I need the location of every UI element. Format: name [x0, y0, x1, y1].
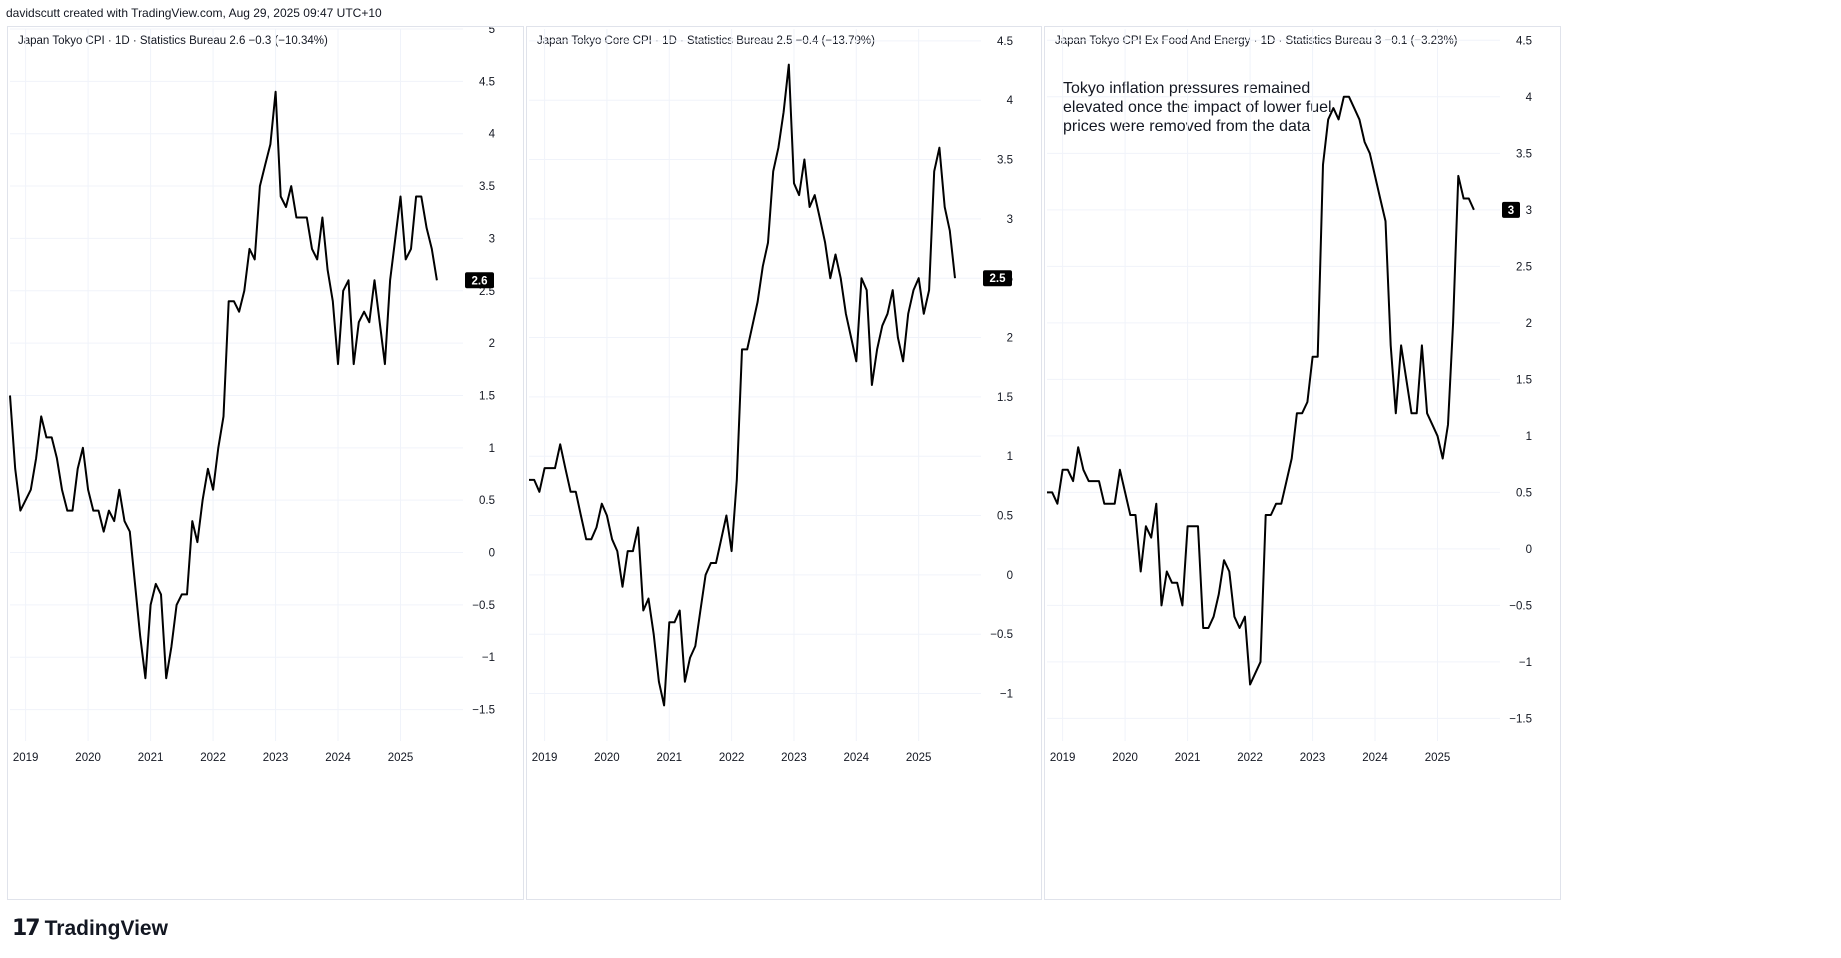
y-tick-label: 1 [489, 443, 495, 455]
y-tick-label: 3 [489, 233, 495, 245]
last-value-badge [1502, 201, 1520, 218]
x-tick-label: 2025 [906, 752, 932, 764]
last-value-badge [983, 270, 1012, 287]
tradingview-logo[interactable]: 17 TradingView [12, 916, 168, 941]
y-tick-label: 0.5 [479, 495, 495, 507]
y-tick-label: −0.5 [1509, 600, 1532, 612]
y-tick-label: 3.5 [1516, 148, 1532, 160]
x-tick-label: 2019 [532, 752, 558, 764]
y-tick-label: 2 [1526, 318, 1532, 330]
y-tick-label: 1 [1007, 451, 1013, 463]
y-tick-label: 3.5 [997, 155, 1013, 167]
chart-panel-tokyo-cpi[interactable]: Japan Tokyo CPI · 1D · Statistics Bureau… [7, 26, 524, 900]
y-tick-label: 1.5 [997, 392, 1013, 404]
chart-panel-tokyo-core-cpi[interactable]: Japan Tokyo Core CPI · 1D · Statistics B… [526, 26, 1042, 900]
y-tick-label: 4.5 [997, 36, 1013, 48]
last-value-label: 3 [1508, 205, 1514, 217]
chart-title: Japan Tokyo CPI · 1D · Statistics Bureau… [18, 35, 328, 47]
x-tick-label: 2024 [844, 752, 870, 764]
x-tick-label: 2022 [719, 752, 745, 764]
tradingview-logo-icon: 17 [12, 916, 41, 941]
y-tick-label: 1 [1526, 431, 1532, 443]
y-tick-label: 4 [1007, 95, 1014, 107]
chart-svg: 2019 2020 2021 2022 2023 2024 2025 5 4.5 4 3.5 3 2.5… [9, 27, 496, 764]
x-tick-label: 2024 [325, 752, 351, 764]
y-tick-label: 3.5 [479, 181, 495, 193]
last-value-label: 2.6 [472, 275, 488, 287]
chart-panel-tokyo-cpi-ex-food-energy[interactable]: Japan Tokyo CPI Ex Food And Energy · 1D … [1044, 26, 1561, 900]
x-tick-label: 2020 [594, 752, 620, 764]
x-tick-label: 2022 [1237, 752, 1263, 764]
y-tick-label: 4.5 [479, 76, 495, 88]
y-tick-label: 2.5 [479, 286, 495, 298]
y-tick-label: −1.5 [1509, 713, 1532, 725]
last-value-badge [465, 272, 494, 289]
header-credit: davidscutt created with TradingView.com,… [6, 6, 382, 20]
y-tick-label: −0.5 [990, 629, 1013, 641]
y-tick-label: 1.5 [479, 390, 495, 402]
series-line [529, 63, 956, 707]
y-tick-label: 2 [489, 338, 495, 350]
y-tick-label: −1 [1519, 657, 1532, 669]
series-line [9, 90, 438, 680]
y-tick-label: 0 [1526, 544, 1532, 556]
x-tick-label: 2023 [263, 752, 289, 764]
series-line [1047, 95, 1475, 686]
x-tick-label: 2023 [781, 752, 807, 764]
x-tick-label: 2020 [1112, 752, 1138, 764]
x-tick-label: 2025 [1425, 752, 1451, 764]
tradingview-brand: TradingView [44, 916, 168, 940]
y-tick-label: −1.5 [472, 705, 495, 717]
x-tick-label: 2020 [75, 752, 101, 764]
chart-title: Japan Tokyo CPI Ex Food And Energy · 1D … [1055, 35, 1458, 47]
x-tick-label: 2022 [200, 752, 226, 764]
y-tick-label: 4 [1526, 92, 1533, 104]
y-tick-label: 4 [489, 129, 496, 141]
y-tick-label: 2 [1007, 333, 1013, 345]
x-tick-label: 2025 [388, 752, 414, 764]
y-tick-label: −1 [482, 652, 495, 664]
x-tick-label: 2024 [1362, 752, 1388, 764]
y-tick-label: 4.5 [1516, 35, 1532, 47]
x-tick-label: 2023 [1300, 752, 1326, 764]
y-tick-label: 0.5 [997, 511, 1013, 523]
y-tick-label: 5 [489, 27, 495, 36]
x-tick-label: 2019 [1050, 752, 1076, 764]
y-tick-label: 2.5 [1516, 261, 1532, 273]
y-tick-label: −1 [1000, 689, 1013, 701]
y-tick-label: −0.5 [472, 600, 495, 612]
last-value-label: 2.5 [990, 273, 1007, 285]
y-tick-label: 0 [1007, 570, 1013, 582]
x-tick-label: 2021 [138, 752, 164, 764]
y-tick-label: 3 [1007, 214, 1013, 226]
chart-svg: 2019 2020 2021 2022 2023 2024 2025 4.5 4 3.5 3 2.5 2… [1047, 29, 1533, 764]
y-tick-label: 1.5 [1516, 374, 1532, 386]
y-tick-label: 0 [489, 548, 495, 560]
chart-svg: 2019 2020 2021 2022 2023 2024 2025 4.5 4 3.5 3 2.5 2… [529, 29, 1014, 764]
y-tick-label: 0.5 [1516, 487, 1532, 499]
y-tick-label: 3 [1526, 205, 1532, 217]
x-tick-label: 2021 [1175, 752, 1201, 764]
x-tick-label: 2021 [656, 752, 682, 764]
x-tick-label: 2019 [13, 752, 39, 764]
